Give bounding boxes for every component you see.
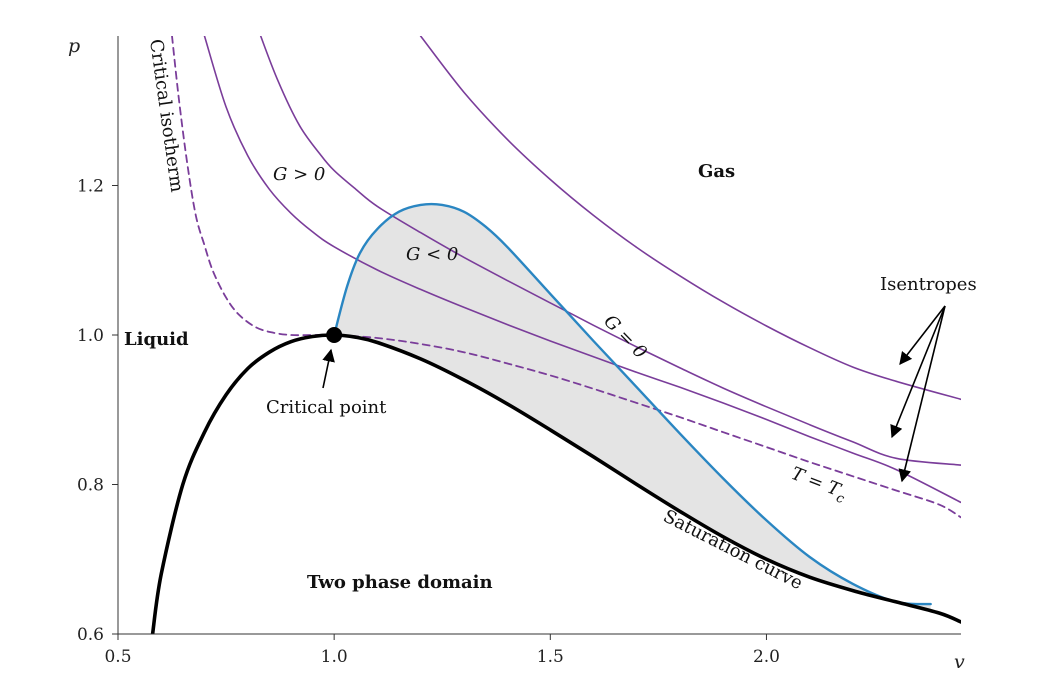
x-tick-label: 1.5 [537,647,564,667]
critical-point-arrow [322,348,335,389]
critical-point-marker [326,327,343,343]
isentrope-arrow-1 [899,305,946,366]
critical-isotherm-label: Critical isotherm [145,38,187,194]
two-phase-domain-label: Two phase domain [307,572,493,593]
y-tick-label: 1.0 [77,326,104,346]
series-isentrope-1 [203,36,961,504]
x-tick-label: 0.5 [104,647,131,667]
x-tick-label: 1.0 [321,647,348,667]
y-tick-label: 1.2 [77,177,104,197]
critical-point-label: Critical point [266,397,387,418]
x-axis-label: v [954,651,965,673]
x-tick-label: 2.0 [753,647,780,667]
series-isentrope-3 [419,36,961,401]
y-tick-label: 0.8 [77,476,104,496]
t-tc-label: T = Tc [787,463,851,507]
isentrope-arrow-3 [898,305,946,483]
g-negative-label: G < 0 [406,244,458,265]
series-isentrope-2 [259,36,961,466]
series-g-zero [333,202,932,606]
series-critical-isotherm [171,36,961,519]
isentropes-label: Isentropes [880,274,977,295]
g-positive-label: G > 0 [273,164,325,185]
gas-region-label: Gas [698,161,735,182]
liquid-region-label: Liquid [124,329,189,350]
series-saturation-curve [150,333,961,634]
y-tick-label: 0.6 [77,625,104,645]
isentrope-arrow-2 [890,305,946,439]
y-axis-label: p [68,35,80,57]
g-negative-region [334,204,931,611]
